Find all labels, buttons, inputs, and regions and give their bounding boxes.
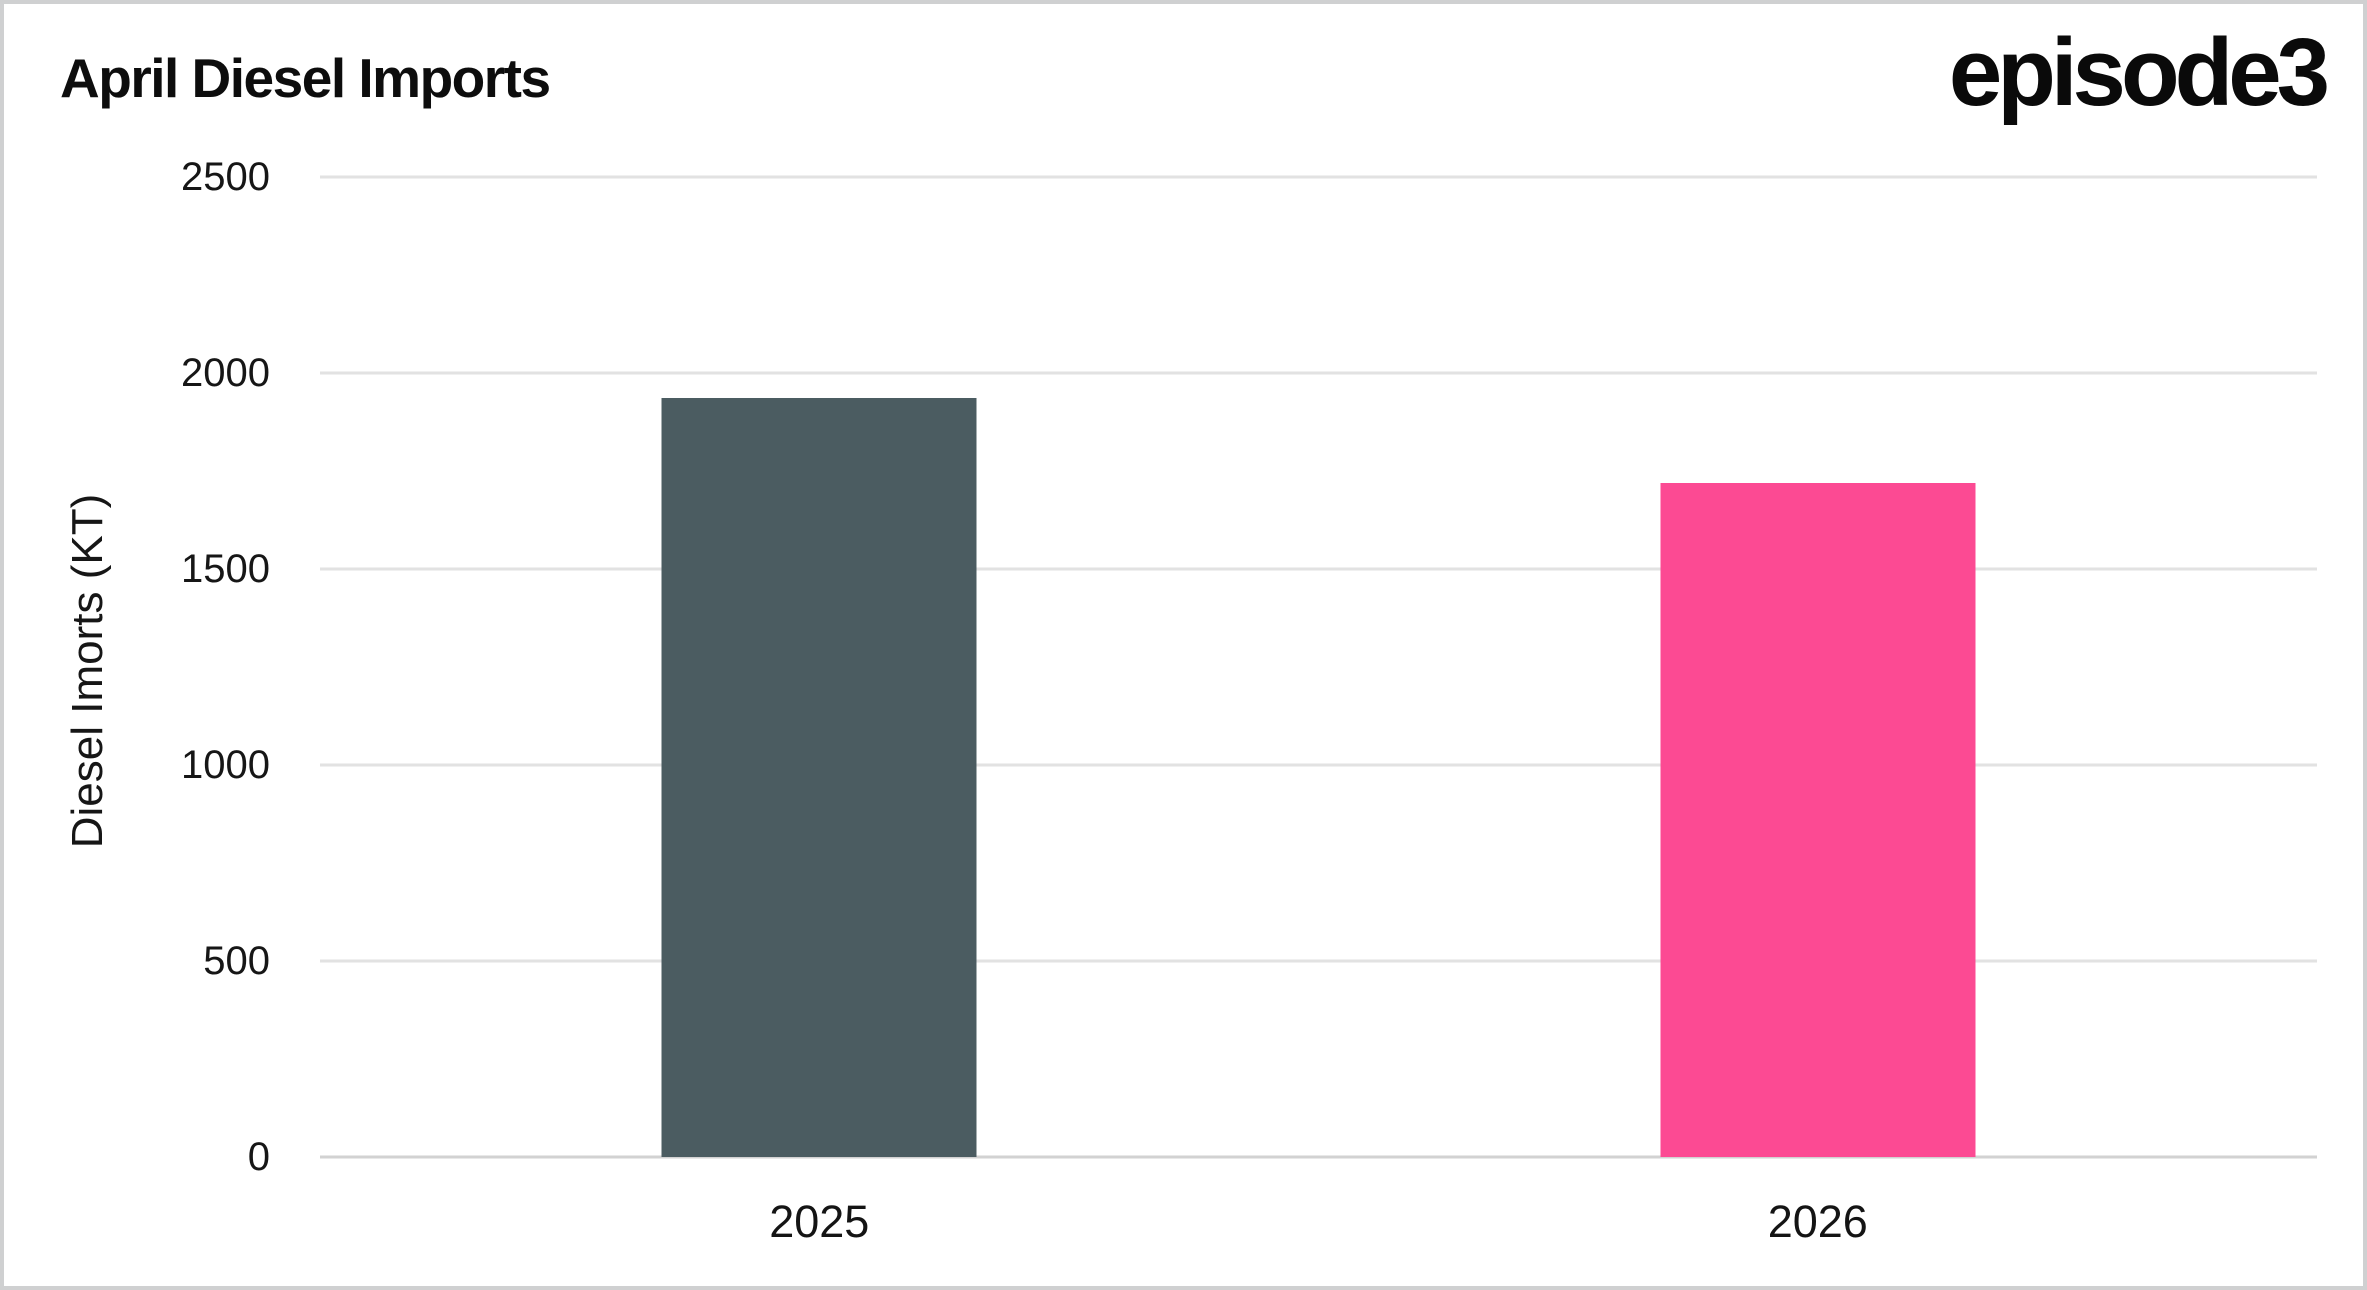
y-axis-tick-labels: 2500 2000 1500 1000 500 0 (4, 157, 270, 1177)
bar-2025 (661, 398, 977, 1157)
x-tick-2026: 2026 (1767, 1196, 1868, 1247)
chart-title: April Diesel Imports (60, 47, 551, 109)
episode3-logo: episode3 (1948, 19, 2330, 126)
y-tick-0: 0 (247, 1135, 270, 1179)
y-tick-1000: 1000 (181, 743, 270, 787)
plot-area: 2025 2026 (320, 175, 2317, 1244)
gridline-1000 (320, 763, 2317, 767)
gridline-500 (320, 959, 2317, 963)
y-tick-1500: 1500 (181, 547, 270, 591)
gridline-2500 (320, 175, 2317, 179)
y-tick-2500: 2500 (181, 155, 270, 199)
x-tick-2025: 2025 (769, 1196, 870, 1247)
bar-2026 (1660, 482, 1976, 1157)
x-axis-baseline (320, 1155, 2317, 1159)
y-tick-2000: 2000 (181, 351, 270, 395)
y-tick-500: 500 (203, 939, 270, 983)
gridline-2000 (320, 371, 2317, 375)
gridline-1500 (320, 567, 2317, 571)
